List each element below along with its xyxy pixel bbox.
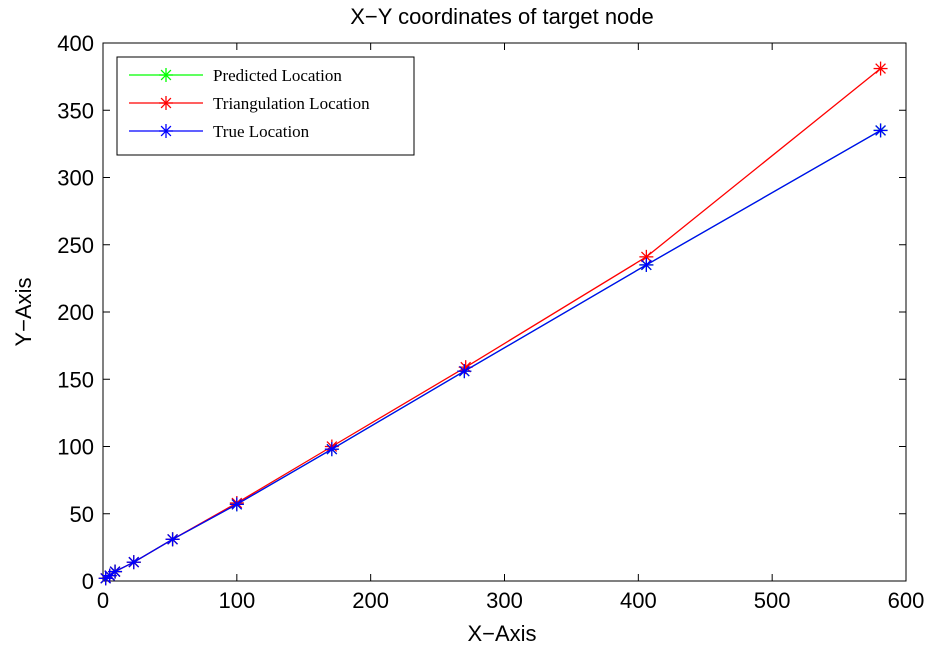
- data-point-true-location: [108, 564, 123, 579]
- legend-marker-triangulation-location: [159, 96, 173, 110]
- data-point-true-location: [457, 364, 472, 379]
- y-tick-label: 50: [70, 502, 94, 527]
- legend-marker-true-location: [159, 124, 173, 138]
- x-tick-label: 200: [352, 588, 389, 613]
- legend-label-true-location: True Location: [213, 122, 310, 141]
- legend-marker-predicted-location: [159, 68, 173, 82]
- legend-label-triangulation-location: Triangulation Location: [213, 94, 370, 113]
- y-tick-label: 200: [57, 300, 94, 325]
- y-tick-label: 250: [57, 233, 94, 258]
- y-tick-label: 400: [57, 31, 94, 56]
- x-tick-label: 100: [218, 588, 255, 613]
- data-point-true-location: [324, 442, 339, 457]
- x-tick-label: 500: [754, 588, 791, 613]
- legend-label-predicted-location: Predicted Location: [213, 66, 342, 85]
- x-tick-label: 0: [97, 588, 109, 613]
- data-point-true-location: [639, 257, 654, 272]
- data-point-triangulation-location: [873, 61, 888, 76]
- legend: Predicted Location Triangulation Location…: [116, 56, 415, 156]
- y-tick-label: 0: [82, 569, 94, 594]
- y-tick-label: 300: [57, 166, 94, 191]
- data-point-true-location: [229, 497, 244, 512]
- y-tick-label: 350: [57, 98, 94, 123]
- y-tick-label: 150: [57, 367, 94, 392]
- series-layer: [98, 61, 888, 586]
- x-tick-label: 400: [620, 588, 657, 613]
- data-point-true-location: [873, 123, 888, 138]
- x-tick-label: 300: [486, 588, 523, 613]
- data-point-true-location: [126, 555, 141, 570]
- data-point-true-location: [165, 532, 180, 547]
- x-axis-label: X−Axis: [467, 621, 536, 646]
- chart-title: X−Y coordinates of target node: [350, 4, 654, 29]
- x-tick-label: 600: [888, 588, 925, 613]
- axis-ticks: 0 100 200 300 400 500 600 0 50 100 150 200 250 300 350…: [57, 31, 924, 613]
- y-axis-label: Y−Axis: [11, 277, 36, 346]
- y-tick-label: 100: [57, 435, 94, 460]
- data-point-true-location: [98, 571, 113, 586]
